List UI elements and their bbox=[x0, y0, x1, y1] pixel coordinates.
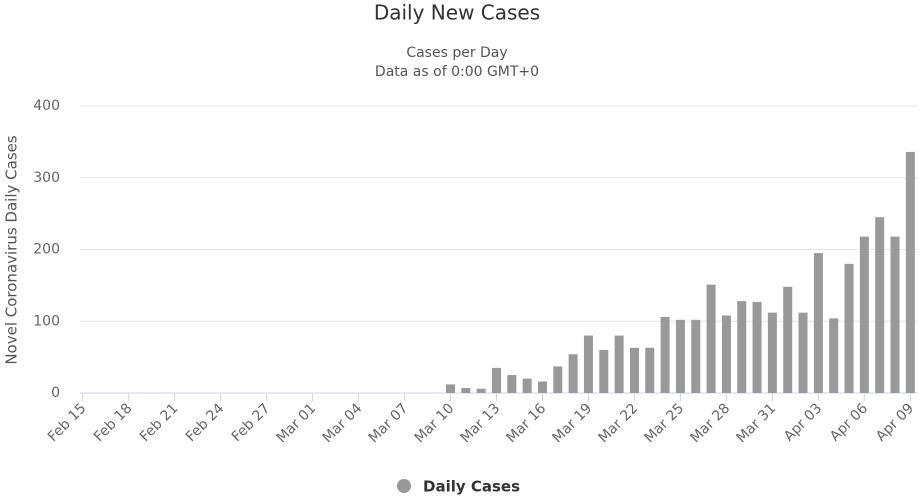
bar bbox=[537, 381, 547, 393]
x-tick-label: Mar 10 bbox=[412, 401, 458, 447]
x-tick-label: Feb 18 bbox=[91, 401, 136, 446]
x-tick-label: Mar 25 bbox=[642, 401, 688, 447]
bar bbox=[660, 316, 670, 393]
bar bbox=[798, 312, 808, 393]
x-tick-label: Apr 03 bbox=[781, 401, 825, 445]
bar bbox=[446, 384, 456, 393]
bar bbox=[583, 335, 593, 393]
y-tick-label: 100 bbox=[33, 313, 60, 329]
x-tick-label: Feb 27 bbox=[229, 401, 274, 446]
x-tick-label: Feb 24 bbox=[183, 400, 228, 445]
bar bbox=[783, 286, 793, 393]
x-tick-label: Feb 15 bbox=[45, 401, 90, 446]
bar bbox=[752, 301, 762, 393]
bar bbox=[553, 366, 563, 393]
bar bbox=[568, 354, 578, 393]
bar bbox=[844, 263, 854, 393]
bar bbox=[461, 387, 471, 393]
x-tick-label: Mar 31 bbox=[733, 401, 779, 447]
x-tick-label: Mar 22 bbox=[596, 401, 642, 447]
bar bbox=[645, 347, 655, 393]
y-tick-label: 400 bbox=[33, 98, 60, 114]
bar bbox=[859, 236, 869, 393]
y-tick-label: 200 bbox=[33, 242, 60, 258]
x-tick-label: Apr 06 bbox=[827, 400, 871, 444]
bar bbox=[522, 378, 532, 393]
y-tick-label: 300 bbox=[33, 170, 60, 186]
chart-subtitle: Cases per Day bbox=[406, 45, 507, 61]
x-tick-label: Feb 21 bbox=[137, 401, 182, 446]
bar bbox=[905, 151, 915, 393]
bar bbox=[507, 375, 517, 393]
bar bbox=[675, 319, 685, 393]
x-tick-label: Apr 09 bbox=[873, 401, 917, 445]
x-tick-label: Mar 01 bbox=[274, 401, 320, 447]
bar bbox=[829, 318, 839, 393]
x-tick-label: Mar 28 bbox=[687, 401, 733, 447]
x-tick-label: Mar 04 bbox=[320, 400, 366, 446]
bar bbox=[890, 236, 900, 393]
bar bbox=[691, 319, 701, 393]
bar bbox=[875, 217, 885, 393]
x-tick-label: Mar 16 bbox=[504, 400, 550, 446]
x-tick-label: Mar 07 bbox=[366, 401, 412, 447]
x-tick-label: Mar 13 bbox=[458, 401, 504, 447]
chart-title: Daily New Cases bbox=[374, 1, 540, 25]
bar bbox=[492, 367, 501, 393]
bar bbox=[706, 284, 716, 393]
y-tick-label: 0 bbox=[51, 385, 60, 401]
x-tick-label: Mar 19 bbox=[550, 401, 596, 447]
bar bbox=[476, 388, 486, 393]
bar bbox=[614, 335, 624, 393]
y-axis-label: Novel Coronavirus Daily Cases bbox=[3, 135, 21, 365]
bar bbox=[813, 253, 823, 393]
bar bbox=[599, 349, 609, 393]
legend-marker bbox=[397, 479, 411, 493]
chart-subtitle: Data as of 0:00 GMT+0 bbox=[375, 64, 539, 80]
bar bbox=[721, 315, 731, 393]
bar bbox=[629, 347, 639, 393]
legend-label: Daily Cases bbox=[423, 478, 520, 496]
bar bbox=[767, 312, 777, 393]
bar bbox=[737, 301, 747, 393]
